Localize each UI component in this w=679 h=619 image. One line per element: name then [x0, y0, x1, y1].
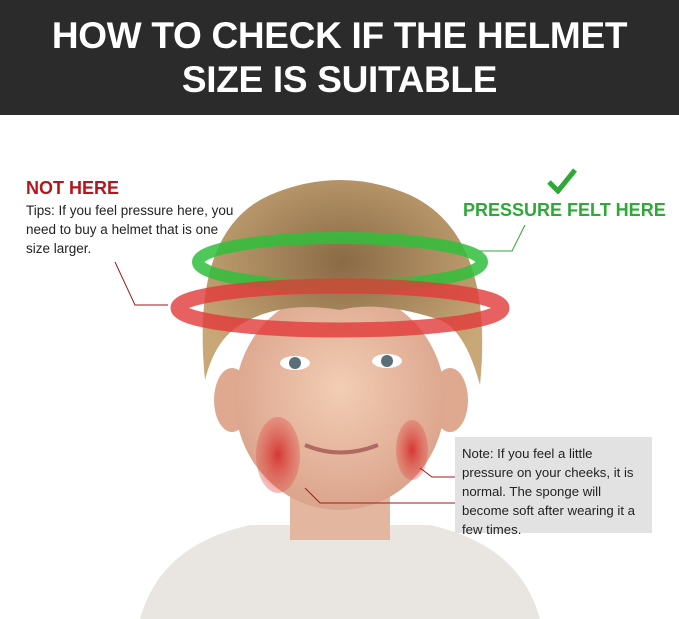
not-here-leader-line	[114, 261, 168, 306]
felt-here-leader-line	[480, 224, 526, 252]
cheek-pressure-left	[256, 417, 300, 493]
cheek-pressure-right	[396, 420, 428, 480]
cheek-leader-line-2	[304, 487, 455, 504]
title-banner: HOW TO CHECK IF THE HELMET SIZE IS SUITA…	[0, 0, 679, 115]
not-here-label: NOT HERE	[26, 178, 120, 198]
shirt	[140, 525, 540, 619]
cheek-leader-line-1	[419, 467, 455, 478]
pressure-felt-label: PRESSURE FELT HERE	[463, 200, 666, 220]
title-line-1: HOW TO CHECK IF THE HELMET	[51, 14, 628, 56]
not-here-tip: Tips: If you feel pressure here, you nee…	[26, 203, 234, 256]
title-line-2: SIZE IS SUITABLE	[181, 58, 498, 100]
checkmark-icon	[547, 168, 577, 194]
mouth	[304, 443, 379, 455]
red-pressure-ring	[170, 278, 510, 338]
cheek-note-box: Note: If you feel a little pressure on y…	[455, 437, 652, 537]
